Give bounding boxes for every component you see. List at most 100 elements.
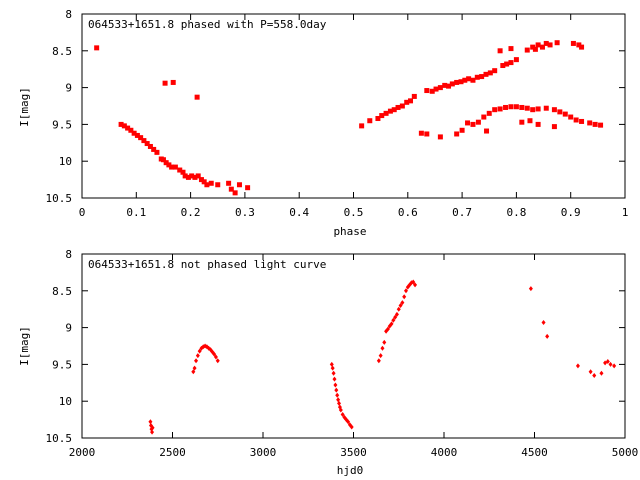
y-axis-ticks: 8 8.5 9 9.5 10 10.5 bbox=[46, 8, 625, 205]
data-point bbox=[349, 424, 354, 430]
x-axis-label: phase bbox=[333, 225, 366, 238]
x-tick-label: 3500 bbox=[340, 446, 367, 459]
y-axis-label: I[mag] bbox=[18, 326, 31, 366]
x-tick-label: 2500 bbox=[159, 446, 186, 459]
data-point bbox=[128, 127, 134, 133]
data-point bbox=[504, 61, 510, 67]
data-point bbox=[340, 411, 345, 417]
data-point bbox=[391, 107, 397, 113]
data-point bbox=[396, 306, 401, 312]
data-point bbox=[330, 365, 335, 371]
x-tick-label: 0.7 bbox=[452, 206, 472, 219]
data-point bbox=[387, 108, 393, 114]
x-axis-ticks: 0 0.1 0.2 0.3 0.4 0.5 0.6 0.7 0.8 0.9 1 bbox=[79, 14, 628, 219]
data-point bbox=[608, 361, 613, 367]
data-point bbox=[154, 149, 160, 155]
data-point bbox=[346, 419, 351, 425]
data-point bbox=[612, 363, 617, 369]
x-tick-label: 0.5 bbox=[344, 206, 364, 219]
data-point bbox=[228, 186, 234, 192]
data-point bbox=[393, 314, 398, 320]
data-point bbox=[192, 365, 197, 371]
data-point bbox=[524, 105, 530, 111]
y-tick-label: 9 bbox=[65, 82, 72, 95]
data-point bbox=[334, 387, 339, 393]
data-point bbox=[151, 146, 157, 152]
data-point bbox=[570, 40, 576, 46]
data-point bbox=[408, 98, 414, 104]
data-point bbox=[163, 160, 169, 166]
data-point bbox=[359, 123, 365, 129]
x-tick-label: 0.3 bbox=[235, 206, 255, 219]
chart-title: 064533+1651.8 not phased light curve bbox=[88, 258, 326, 271]
data-point bbox=[118, 121, 124, 127]
data-point bbox=[576, 42, 582, 48]
data-point bbox=[382, 339, 387, 345]
data-point bbox=[479, 74, 485, 80]
data-point bbox=[413, 282, 418, 288]
data-point bbox=[519, 119, 525, 125]
data-point bbox=[605, 358, 610, 364]
data-point bbox=[394, 311, 399, 317]
plot-frame bbox=[81, 13, 626, 199]
data-point bbox=[437, 85, 443, 91]
data-point bbox=[398, 303, 403, 309]
data-point bbox=[197, 348, 202, 354]
data-point bbox=[121, 123, 127, 129]
data-point bbox=[497, 106, 503, 112]
data-point bbox=[446, 83, 452, 89]
data-point bbox=[379, 113, 385, 119]
data-point bbox=[588, 369, 593, 375]
data-point bbox=[389, 321, 394, 327]
x-tick-label: 0.2 bbox=[181, 206, 201, 219]
data-point bbox=[557, 109, 563, 115]
data-point bbox=[454, 79, 460, 85]
data-point bbox=[138, 135, 144, 141]
data-point bbox=[474, 74, 480, 80]
data-point bbox=[598, 122, 604, 128]
y-tick-label: 10 bbox=[59, 395, 72, 408]
data-point bbox=[437, 134, 443, 140]
data-point bbox=[508, 60, 514, 66]
data-point bbox=[201, 179, 207, 185]
x-tick-label: 0.4 bbox=[289, 206, 309, 219]
data-point bbox=[191, 369, 196, 375]
data-point bbox=[442, 82, 448, 88]
y-tick-label: 8.5 bbox=[52, 285, 72, 298]
x-axis-ticks: 2000 2500 3000 3500 4000 4500 5000 bbox=[69, 254, 638, 459]
data-point bbox=[524, 47, 530, 53]
data-point bbox=[232, 190, 238, 196]
data-point bbox=[212, 351, 217, 357]
data-point bbox=[532, 46, 538, 52]
data-point bbox=[492, 68, 498, 74]
data-point bbox=[487, 70, 493, 76]
data-point bbox=[527, 118, 533, 124]
data-point bbox=[141, 138, 147, 144]
data-point bbox=[147, 143, 153, 149]
data-point bbox=[545, 333, 550, 339]
data-point bbox=[466, 76, 472, 82]
y-axis-ticks: 8 8.5 9 9.5 10 10.5 bbox=[46, 248, 625, 445]
data-point bbox=[492, 107, 498, 113]
data-point bbox=[547, 42, 553, 48]
x-tick-label: 0.9 bbox=[561, 206, 581, 219]
x-axis-label: hjd0 bbox=[337, 464, 364, 477]
data-point bbox=[575, 363, 580, 369]
data-point bbox=[336, 397, 341, 403]
data-point bbox=[497, 48, 503, 54]
data-point bbox=[170, 79, 176, 85]
y-tick-label: 8 bbox=[65, 8, 72, 21]
data-point bbox=[375, 116, 381, 122]
data-point bbox=[592, 121, 598, 127]
x-tick-label: 4000 bbox=[431, 446, 458, 459]
data-point bbox=[535, 121, 541, 127]
data-point bbox=[513, 57, 519, 63]
data-point bbox=[484, 128, 490, 134]
data-point bbox=[134, 132, 140, 138]
data-point bbox=[424, 131, 430, 137]
data-point bbox=[462, 77, 468, 83]
data-point bbox=[551, 107, 557, 113]
data-point bbox=[579, 118, 585, 124]
data-point bbox=[500, 63, 506, 69]
data-point bbox=[535, 42, 541, 48]
